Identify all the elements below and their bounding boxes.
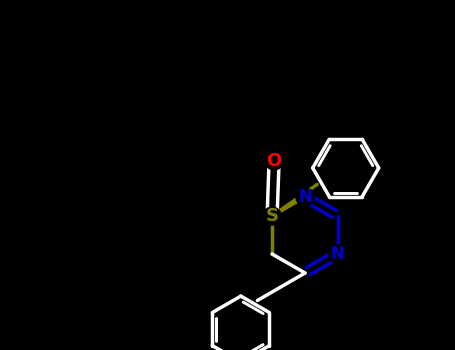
Text: O: O — [267, 152, 282, 170]
Text: N: N — [298, 188, 312, 206]
Text: N: N — [331, 245, 345, 263]
Circle shape — [263, 207, 281, 225]
Circle shape — [329, 245, 347, 263]
Circle shape — [265, 152, 283, 170]
Circle shape — [296, 188, 314, 206]
Text: S: S — [266, 207, 278, 225]
